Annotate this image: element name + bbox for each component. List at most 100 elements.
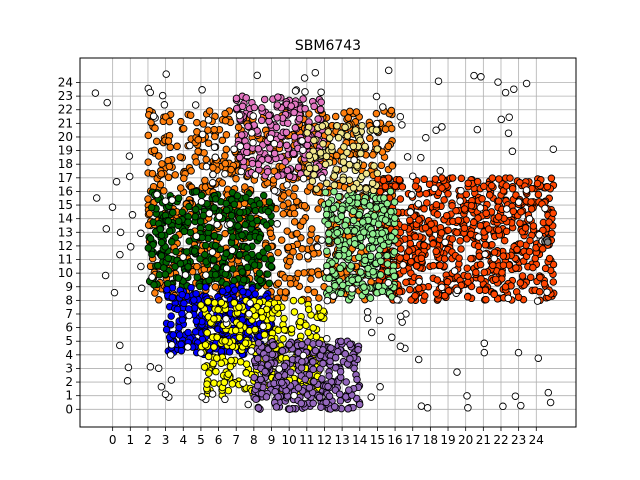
scatter-point [488,174,497,182]
scatter-point [438,123,446,131]
scatter-point [391,182,400,190]
scatter-point [147,203,156,212]
scatter-point [387,207,395,216]
scatter-point [325,392,334,400]
scatter-point [305,371,314,379]
chart-title: SBM6743 [295,38,361,54]
scatter-point [264,155,272,163]
scatter-point [303,129,311,137]
scatter-point [193,262,201,271]
scatter-point [387,106,396,115]
scatter-point [467,201,476,210]
scatter-point [381,182,390,191]
scatter-point [92,194,101,202]
scatter-point [354,275,362,283]
scatter-point [187,283,195,292]
scatter-point [472,268,480,277]
scatter-point [279,201,287,210]
scatter-point [436,167,445,175]
scatter-point [476,204,485,212]
scatter-point [190,296,198,304]
scatter-point [487,181,496,190]
scatter-point [275,365,283,373]
scatter-point [325,285,333,294]
scatter-point [273,114,281,122]
scatter-point [450,267,459,275]
scatter-point [376,383,384,391]
scatter-point [126,243,135,251]
scatter-point [204,139,213,147]
scatter-point [318,174,327,182]
scatter-point [527,205,536,213]
scatter-point [296,317,304,326]
scatter-point [309,365,317,374]
scatter-point [378,287,387,295]
scatter-point [323,247,331,255]
scatter-point [254,160,263,169]
scatter-point [235,303,243,311]
scatter-point [398,121,406,129]
scatter-point [254,145,263,153]
scatter-point [333,237,342,245]
scatter-point [434,77,443,85]
scatter-point [366,294,375,302]
scatter-point [438,184,446,192]
scatter-point [192,158,200,166]
scatter-point [516,279,525,287]
x-tick-label: 16 [387,433,402,447]
scatter-point [245,310,253,318]
scatter-point [549,209,557,217]
scatter-point [356,233,365,242]
scatter-point [420,205,428,213]
scatter-point [431,175,440,183]
y-tick-label: 5 [65,334,73,348]
scatter-point [168,196,176,204]
scatter-point [381,216,390,224]
scatter-point [209,163,217,172]
scatter-point [222,264,231,273]
scatter-point [173,305,182,314]
scatter-point [474,233,483,241]
scatter-point [317,312,325,320]
scatter-point [490,290,498,299]
scatter-point [332,165,340,173]
scatter-point [354,345,362,354]
scatter-point [228,246,236,255]
scatter-point [414,355,423,364]
scatter-point [417,402,426,410]
scatter-point [536,273,544,282]
scatter-point [527,198,535,206]
scatter-point [282,128,291,137]
scatter-point [144,158,152,166]
scatter-point [456,197,464,205]
scatter-point [506,174,514,182]
scatter-point [242,94,250,102]
scatter-point [251,325,259,334]
scatter-point [164,173,173,182]
scatter-point [535,231,543,239]
scatter-point [295,114,304,123]
scatter-point [211,283,220,291]
scatter-point [370,212,379,220]
scatter-point [415,277,423,286]
scatter-point [549,145,558,153]
scatter-point [337,337,345,346]
scatter-point [234,222,242,230]
scatter-point [154,364,163,372]
scatter-point [193,273,202,282]
scatter-point [448,202,456,210]
scatter-point [242,369,250,377]
scatter-point [407,257,415,266]
scatter-point [200,149,208,157]
scatter-point [210,299,219,307]
scatter-point [498,268,506,277]
scatter-point [376,271,385,279]
scatter-point [211,241,220,250]
scatter-point [534,354,543,362]
scatter-point [176,153,185,161]
scatter-point [289,248,297,256]
scatter-point [221,337,229,345]
scatter-point [259,191,268,200]
scatter-point [209,170,217,179]
scatter-point [463,293,472,301]
